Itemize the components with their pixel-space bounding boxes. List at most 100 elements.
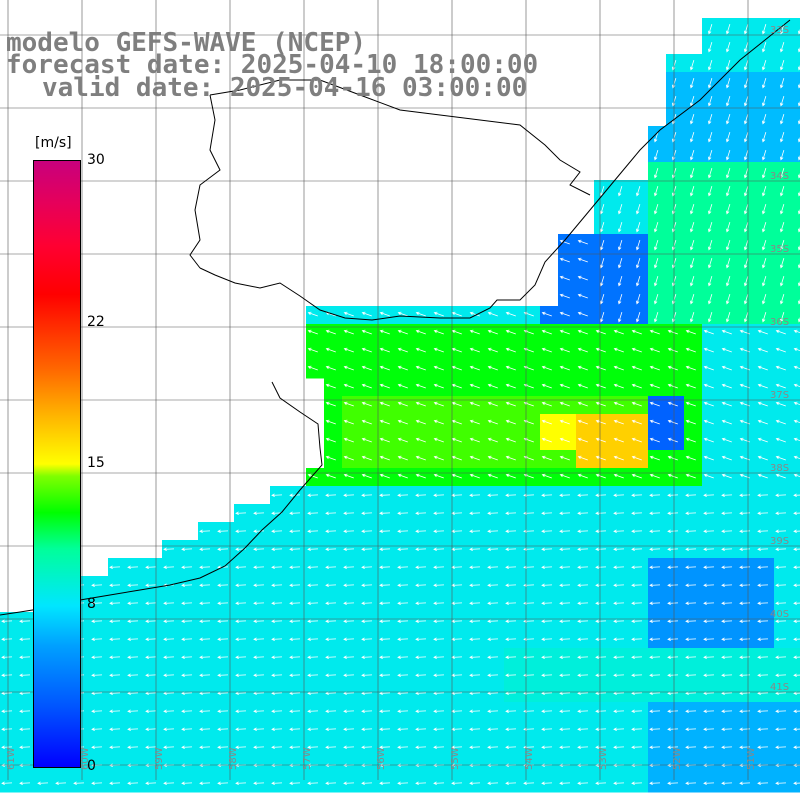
- wind-arrow: [599, 186, 605, 197]
- wind-arrow: [739, 529, 751, 534]
- wind-arrow: [325, 637, 337, 642]
- wind-arrow: [613, 329, 624, 335]
- wind-arrow: [289, 619, 301, 624]
- wind-arrow: [343, 311, 354, 317]
- wind-arrow: [19, 745, 31, 750]
- wind-arrow: [343, 727, 355, 732]
- wind-arrow: [703, 329, 714, 335]
- wind-arrow: [721, 601, 733, 606]
- lat-label: 39S: [770, 536, 789, 547]
- colorbar-tick-label: 8: [87, 596, 96, 613]
- wind-arrow: [775, 383, 786, 389]
- wind-arrow: [707, 150, 713, 161]
- wind-cell: [792, 270, 800, 289]
- wind-arrow: [775, 419, 786, 425]
- wind-arrow: [667, 529, 679, 534]
- wind-arrow: [743, 276, 749, 287]
- wind-arrow: [1, 655, 13, 660]
- wind-arrow: [343, 383, 354, 389]
- wind-arrow: [469, 347, 480, 353]
- wind-arrow: [739, 709, 751, 714]
- wind-arrow: [721, 511, 733, 516]
- wind-arrow: [685, 637, 697, 642]
- wind-arrow: [109, 583, 121, 588]
- wind-arrow: [797, 154, 800, 161]
- wind-arrow: [451, 419, 462, 425]
- wind-arrow: [595, 781, 607, 786]
- wind-arrow: [1, 691, 13, 696]
- wind-arrow: [541, 565, 553, 570]
- wind-arrow: [307, 601, 319, 606]
- wind-arrow: [541, 781, 553, 786]
- wind-arrow: [721, 529, 733, 534]
- wind-arrow: [217, 637, 229, 642]
- wind-cell: [792, 432, 800, 451]
- wind-arrow: [505, 473, 516, 479]
- wind-arrow: [109, 619, 121, 624]
- wind-arrow: [379, 455, 390, 461]
- wind-arrow: [631, 493, 643, 498]
- wind-arrow: [541, 473, 552, 479]
- wind-arrow: [595, 637, 607, 642]
- wind-arrow: [725, 60, 731, 71]
- wind-arrow: [707, 258, 713, 269]
- lon-label: 53W: [598, 747, 609, 770]
- wind-arrow: [487, 619, 499, 624]
- wind-arrow: [649, 601, 661, 606]
- wind-arrow: [689, 150, 695, 161]
- wind-arrow: [595, 745, 607, 750]
- wind-arrow: [307, 637, 319, 642]
- wind-arrow: [703, 419, 714, 425]
- wind-arrow: [505, 637, 517, 642]
- wind-arrow: [271, 547, 283, 552]
- wind-arrow: [379, 473, 390, 479]
- wind-arrow: [685, 583, 697, 588]
- wind-arrow: [451, 455, 462, 461]
- wind-arrow: [685, 365, 696, 371]
- wind-arrow: [433, 419, 444, 425]
- wind-arrow: [559, 239, 570, 245]
- wind-arrow: [487, 511, 499, 516]
- wind-arrow: [505, 401, 516, 407]
- wind-arrow: [469, 365, 480, 371]
- wind-arrow: [797, 136, 800, 143]
- wind-arrow: [361, 637, 373, 642]
- wind-arrow: [325, 347, 336, 353]
- wind-arrow: [325, 455, 336, 461]
- wind-arrow: [487, 655, 499, 660]
- wind-arrow: [703, 709, 715, 714]
- wind-arrow: [653, 240, 659, 251]
- wind-arrow: [739, 655, 751, 660]
- wind-arrow: [307, 311, 318, 317]
- wind-arrow: [181, 781, 193, 786]
- wind-arrow: [397, 691, 409, 696]
- wind-arrow: [577, 437, 588, 443]
- wind-arrow: [613, 365, 624, 371]
- wind-arrow: [779, 96, 785, 107]
- wind-arrow: [253, 511, 265, 516]
- wind-arrow: [757, 347, 768, 353]
- wind-arrow: [451, 401, 462, 407]
- wind-arrow: [127, 673, 139, 678]
- wind-arrow: [469, 437, 480, 443]
- wind-arrow: [559, 365, 570, 371]
- wind-arrow: [595, 655, 607, 660]
- wind-arrow: [217, 655, 229, 660]
- wind-arrow: [325, 601, 337, 606]
- wind-arrow: [397, 727, 409, 732]
- wind-arrow: [757, 655, 769, 660]
- wind-arrow: [289, 673, 301, 678]
- wind-arrow: [653, 294, 659, 305]
- wind-arrow: [307, 655, 319, 660]
- wind-arrow: [325, 511, 337, 516]
- wind-arrow: [307, 745, 319, 750]
- wind-arrow: [721, 401, 732, 407]
- wind-arrow: [253, 655, 265, 660]
- wind-arrow: [613, 727, 625, 732]
- wind-arrow: [649, 347, 660, 353]
- wind-arrow: [793, 329, 800, 334]
- wind-cell: [792, 396, 800, 415]
- wind-arrow: [577, 655, 589, 660]
- wind-arrow: [595, 511, 607, 516]
